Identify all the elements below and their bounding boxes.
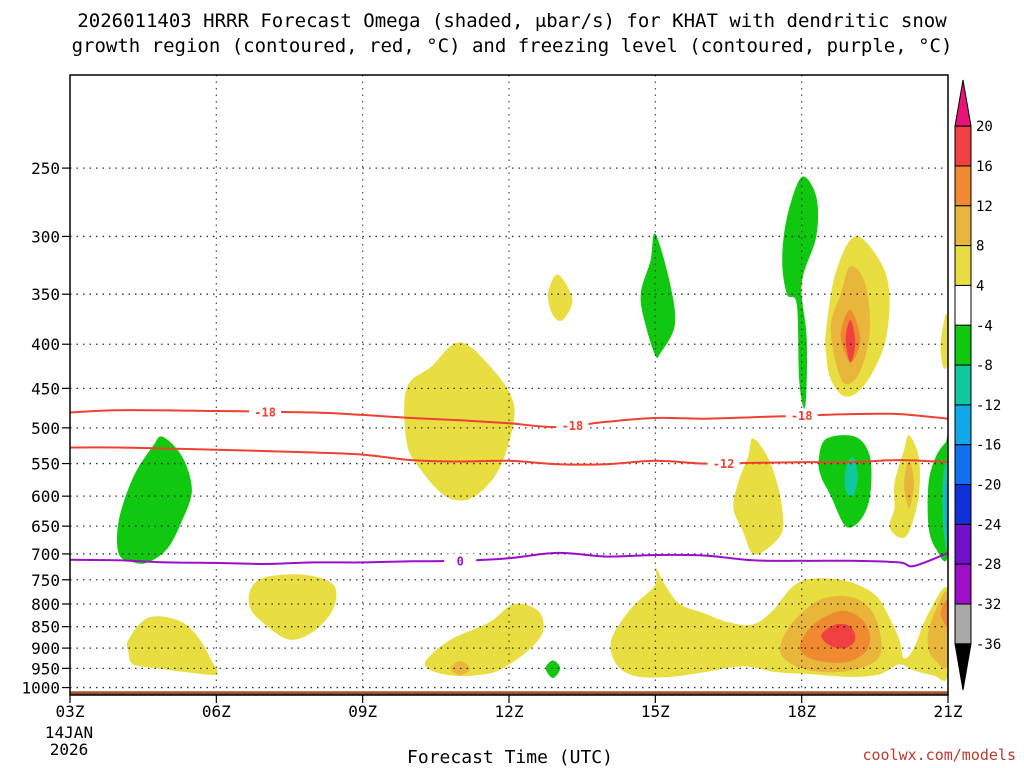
y-tick-label-750: 750 <box>31 571 60 590</box>
y-tick-label-400: 400 <box>31 335 60 354</box>
y-tick-label-900: 900 <box>31 639 60 658</box>
colorbar-label-10: -24 <box>976 517 1001 533</box>
omega-region-ascent-4 <box>424 603 544 676</box>
colorbar-swatch-4 <box>954 245 972 286</box>
contour-label-dgz-minus12-0: -12 <box>713 457 735 471</box>
colorbar-swatch-2 <box>954 165 972 207</box>
x-axis-title: Forecast Time (UTC) <box>407 747 613 768</box>
colorbar-swatch-13 <box>954 603 972 645</box>
omega-region-ascent-12 <box>940 598 948 627</box>
omega-region-ascent-4 <box>547 274 573 321</box>
contour-label-bg-freezing-level-0 <box>444 553 477 568</box>
omega-region-ascent-8 <box>904 460 914 509</box>
omega-region-descent-8 <box>116 436 192 564</box>
colorbar-label-13: -36 <box>976 637 1001 653</box>
contour-label-bg-dgz-minus18-2 <box>785 408 818 423</box>
contour-line-freezing-level <box>70 551 948 568</box>
x-date-label-day: 14JAN <box>45 723 93 742</box>
y-tick-label-600: 600 <box>31 487 60 506</box>
y-axis: 250 300 350 400 450 500 550 600 650 700 750 800 850 9… <box>21 159 70 698</box>
x-tick-label-6z: 06Z <box>202 702 231 721</box>
colorbar-swatch-7 <box>954 364 972 406</box>
omega-region-descent-8 <box>640 233 676 359</box>
omega-region-descent-8 <box>545 660 561 679</box>
colorbar-label-12: -32 <box>976 597 1001 613</box>
x-date-label-year: 2026 <box>50 740 89 759</box>
colorbar-label-1: 16 <box>976 159 993 175</box>
y-tick-label-1000: 1000 <box>21 679 60 698</box>
y-tick-label-950: 950 <box>31 659 60 678</box>
x-tick-label-9z: 09Z <box>348 702 377 721</box>
colorbar-label-11: -28 <box>976 557 1001 573</box>
y-tick-label-650: 650 <box>31 517 60 536</box>
y-tick-label-700: 700 <box>31 545 60 564</box>
x-axis: 14JAN 2026 03Z 06Z 09Z 12Z 15Z 18Z 21Z <box>45 695 963 759</box>
contour-label-dgz-minus18-0: -18 <box>254 405 276 419</box>
colorbar: 20 16 12 8 4 -4 -8 -12 -16 -20 -24 -28 -32 -36 <box>954 79 1001 691</box>
x-tick-label-18z: 18Z <box>787 702 816 721</box>
colorbar-label-7: -12 <box>976 398 1001 414</box>
y-tick-label-350: 350 <box>31 285 60 304</box>
colorbar-swatch-11 <box>954 523 972 565</box>
contour-label-bg-dgz-minus18-1 <box>556 418 589 433</box>
omega-region-descent-8 <box>927 433 948 562</box>
y-tick-label-300: 300 <box>31 227 60 246</box>
y-tick-label-850: 850 <box>31 618 60 637</box>
contour-label-dgz-minus18-2: -18 <box>791 409 813 423</box>
x-tick-label-15z: 15Z <box>641 702 670 721</box>
chart-title-line-1: 2026011403 HRRR Forecast Omega (shaded, … <box>77 10 947 32</box>
colorbar-swatch-6 <box>954 324 972 366</box>
colorbar-swatch-8 <box>954 404 972 446</box>
y-tick-label-800: 800 <box>31 595 60 614</box>
y-tick-label-250: 250 <box>31 159 60 178</box>
contour-label-freezing-level-0: 0 <box>457 554 464 568</box>
colorbar-label-5: -4 <box>976 318 993 334</box>
colorbar-swatch-10 <box>954 484 972 525</box>
omega-region-ascent-16 <box>821 623 856 649</box>
x-tick-label-12z: 12Z <box>495 702 524 721</box>
temperature-contours: -18 -18 -18 -12 0 <box>70 404 948 568</box>
colorbar-swatch-9 <box>954 444 972 486</box>
omega-region-ascent-4 <box>733 438 784 555</box>
colorbar-label-6: -8 <box>976 358 993 374</box>
colorbar-label-4: 4 <box>976 278 984 294</box>
colorbar-swatch-1 <box>954 125 972 167</box>
colorbar-swatch-5 <box>954 284 972 326</box>
colorbar-label-0: 20 <box>976 119 993 135</box>
colorbar-swatch-12 <box>954 563 972 605</box>
colorbar-label-3: 8 <box>976 239 984 255</box>
colorbar-label-2: 12 <box>976 199 993 215</box>
y-tick-label-500: 500 <box>31 419 60 438</box>
chart-title-line-2: growth region (contoured, red, °C) and f… <box>72 35 953 57</box>
x-tick-label-3z: 03Z <box>56 702 85 721</box>
colorbar-label-8: -16 <box>976 438 1001 454</box>
omega-region-ascent-4 <box>940 314 948 369</box>
omega-region-descent-8 <box>782 176 819 409</box>
contour-line-dgz-minus12 <box>70 446 948 466</box>
colorbar-swatch-3 <box>954 205 972 247</box>
contour-label-bg-dgz-minus12-0 <box>707 456 740 471</box>
y-tick-label-550: 550 <box>31 455 60 474</box>
contour-label-dgz-minus18-1: -18 <box>562 419 584 433</box>
y-tick-label-450: 450 <box>31 379 60 398</box>
contour-label-bg-dgz-minus18-0 <box>249 404 282 419</box>
omega-region-descent-12 <box>844 456 858 497</box>
plot-area: -18 -18 -18 -12 0 <box>69 74 949 696</box>
omega-region-ascent-16 <box>845 319 856 363</box>
x-tick-label-21z: 21Z <box>934 702 963 721</box>
omega-region-ascent-4 <box>248 574 337 640</box>
terrain-ground <box>70 691 948 695</box>
colorbar-label-9: -20 <box>976 478 1001 494</box>
colorbar-triangle-bottom <box>954 643 972 691</box>
source-credit: coolwx.com/models <box>862 746 1016 764</box>
omega-region-ascent-4 <box>126 616 218 675</box>
